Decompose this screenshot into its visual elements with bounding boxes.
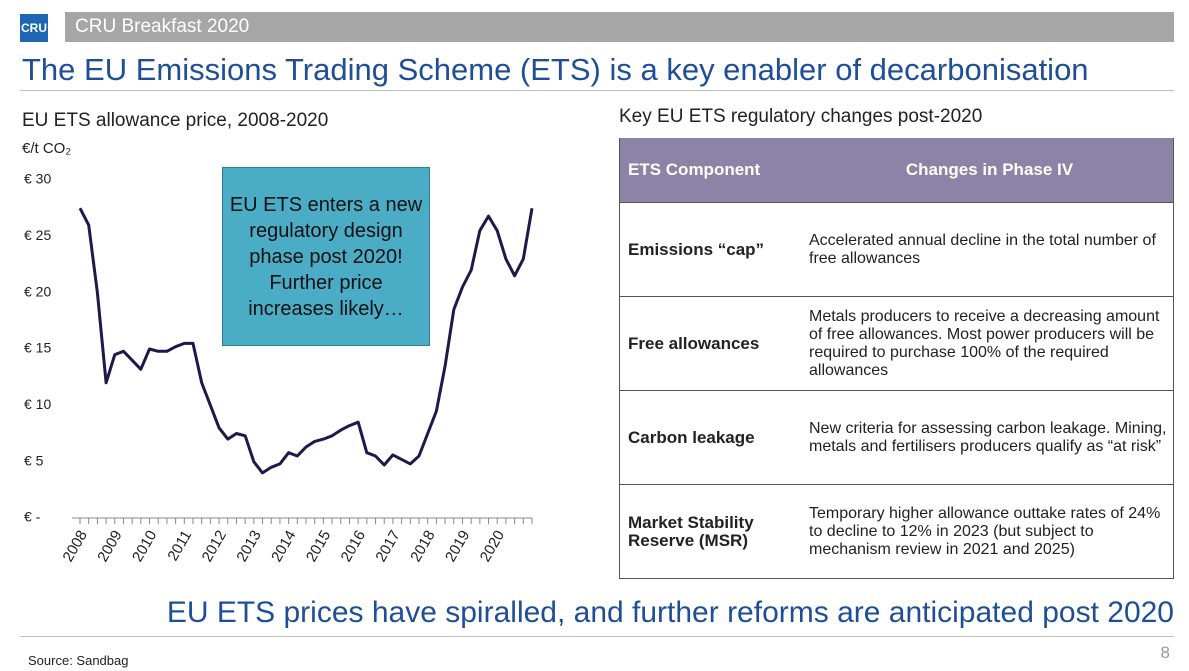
x-tick-label: 2020 (477, 527, 508, 564)
conclusion: EU ETS prices have spiralled, and furthe… (166, 596, 1174, 629)
y-tick-label: € 20 (24, 283, 51, 299)
table-cell: Carbon leakage (619, 390, 799, 485)
table: ETS Component Changes in Phase IV Emissi… (619, 138, 1174, 579)
x-tick-label: 2011 (164, 527, 195, 563)
chart-title: EU ETS allowance price, 2008-2020 (22, 110, 329, 131)
x-tick-label: 2013 (233, 527, 264, 564)
table-row: Carbon leakage New criteria for assessing… (619, 390, 1174, 485)
bottom-rule (20, 636, 1174, 637)
y-axis-label: €/t CO₂ (22, 140, 72, 157)
x-tick-label: 2016 (338, 527, 369, 564)
x-tick-label: 2012 (199, 527, 230, 564)
y-tick-label: € 25 (24, 227, 51, 243)
y-tick-label: € 10 (24, 396, 51, 412)
source: Source: Sandbag (28, 653, 129, 668)
table-cell: Emissions “cap” (619, 202, 799, 297)
title-rule (20, 90, 1174, 91)
x-tick-label: 2019 (442, 527, 473, 564)
x-tick-label: 2017 (372, 527, 403, 564)
table-header: ETS Component (619, 138, 799, 203)
page-number: 8 (1160, 643, 1170, 662)
annotation: EU ETS enters a new regulatory design ph… (222, 167, 430, 346)
table-cell: Market Stability Reserve (MSR) (619, 484, 799, 579)
y-tick-label: € 15 (24, 340, 51, 356)
y-tick-label: € 30 (24, 171, 51, 187)
table-cell: Free allowances (619, 296, 799, 391)
slide-title: The EU Emissions Trading Scheme (ETS) is… (22, 52, 1089, 87)
table-title: Key EU ETS regulatory changes post-2020 (619, 106, 983, 127)
x-tick-label: 2018 (407, 527, 438, 564)
header-bar: CRU Breakfast 2020 (65, 12, 1174, 42)
logo: CRU (20, 14, 48, 42)
table-row: Market Stability Reserve (MSR) Temporary … (619, 484, 1174, 579)
table-row: Free allowances Metals producers to recei… (619, 296, 1174, 391)
y-tick-label: € 5 (24, 452, 44, 468)
table-cell: Metals producers to receive a decreasing… (799, 296, 1174, 391)
x-tick-label: 2009 (94, 527, 125, 564)
table-row: Emissions “cap” Accelerated annual declin… (619, 202, 1174, 297)
x-tick-label: 2015 (303, 527, 334, 564)
price-line (78, 207, 534, 475)
x-tick-label: 2008 (59, 527, 90, 564)
y-tick-label: € - (24, 509, 41, 525)
table-header: Changes in Phase IV (799, 138, 1174, 203)
table-cell: Temporary higher allowance outtake rates… (799, 484, 1174, 579)
x-tick-label: 2010 (129, 527, 160, 564)
table-cell: Accelerated annual decline in the total … (799, 202, 1174, 297)
table-cell: New criteria for assessing carbon leakag… (799, 390, 1174, 485)
x-tick-label: 2014 (268, 527, 299, 564)
